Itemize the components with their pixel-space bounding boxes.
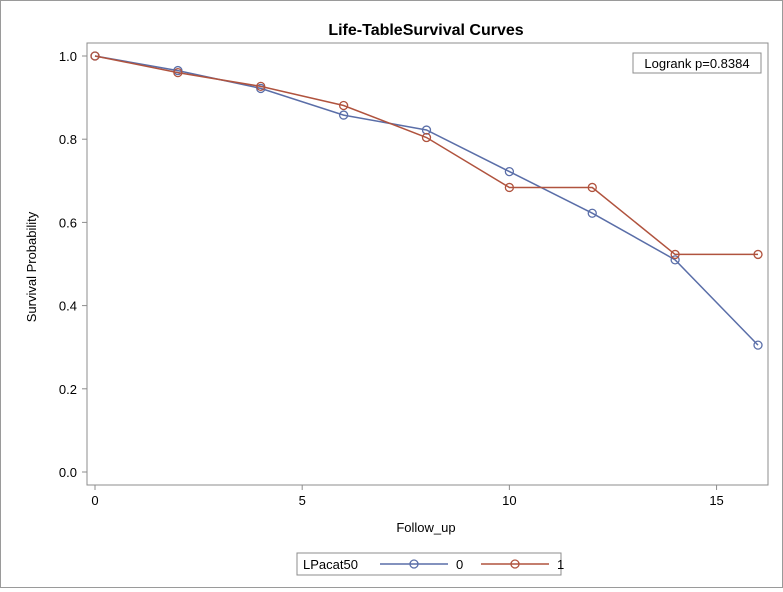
series-0-point [587, 208, 597, 218]
x-axis: 0 5 10 15 [91, 485, 724, 508]
x-tick-label: 5 [299, 493, 306, 508]
series-1-point [338, 100, 349, 111]
legend-0-label: 0 [456, 557, 463, 572]
y-tick-label: 0.4 [59, 299, 77, 314]
plot-area [86, 42, 769, 486]
series-layer [90, 51, 763, 350]
series-1-point [421, 132, 432, 143]
series-1-point [504, 182, 515, 193]
logrank-annotation: Logrank p=0.8384 [632, 52, 762, 74]
legend: LPacat50 0 1 [296, 552, 564, 576]
chart-title: Life-TableSurvival Curves [328, 22, 523, 39]
legend-1-label: 1 [557, 557, 564, 572]
x-tick-label: 10 [502, 493, 516, 508]
legend-title: LPacat50 [303, 557, 358, 572]
series-1-point [256, 81, 266, 92]
series-0-point [504, 166, 515, 177]
y-tick-label: 0.8 [59, 132, 77, 147]
y-tick-label: 0.6 [59, 215, 77, 230]
y-tick-label: 0.0 [59, 465, 77, 480]
legend-0-marker [409, 559, 419, 569]
y-tick-label: 1.0 [59, 49, 77, 64]
series-1-point [753, 249, 763, 260]
series-1-point [670, 249, 680, 260]
y-axis: 0.0 0.2 0.4 0.6 0.8 1.0 [59, 49, 87, 480]
y-tick-label: 0.2 [59, 382, 77, 397]
series-1-line [94, 55, 758, 256]
series-0-point [338, 110, 349, 120]
series-0-point [753, 340, 763, 350]
logrank-text: Logrank p=0.8384 [644, 56, 749, 71]
series-1-point [173, 67, 183, 78]
x-tick-label: 0 [91, 493, 98, 508]
x-axis-label: Follow_up [396, 520, 455, 535]
legend-1-marker [510, 559, 520, 569]
series-1-point [90, 51, 100, 61]
x-tick-label: 15 [709, 493, 723, 508]
y-axis-label: Survival Probability [24, 211, 39, 322]
series-1-point [587, 182, 597, 193]
series-0-point [670, 255, 680, 265]
